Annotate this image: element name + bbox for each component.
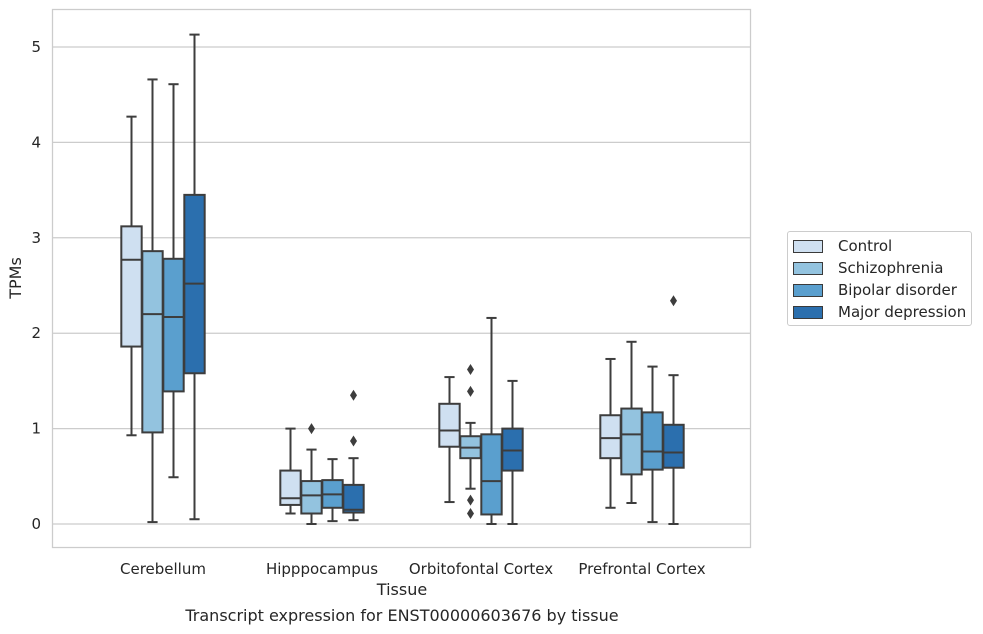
legend-item-control: Control xyxy=(793,236,892,256)
legend-swatch-bipolar-disorder xyxy=(793,283,823,297)
x-tick-label-hipppocampus: Hipppocampus xyxy=(266,560,378,578)
box-bipolar-disorder-orbitofontal-cortex-iqr-box xyxy=(480,433,503,516)
box-schizophrenia-orbitofontal-cortex-outlier-1 xyxy=(467,385,474,397)
legend-label-control: Control xyxy=(838,237,893,255)
y-tick-label-3: 3 xyxy=(31,229,41,247)
box-control-hipppocampus xyxy=(279,427,302,515)
y-tick-label-2: 2 xyxy=(31,324,41,342)
box-schizophrenia-cerebellum-iqr-box xyxy=(141,250,164,434)
series-bipolar-disorder xyxy=(162,83,664,525)
box-schizophrenia-cerebellum xyxy=(141,78,164,524)
legend-swatch-major-depression xyxy=(793,305,823,319)
box-major-depression-prefrontal-cortex-outlier-0 xyxy=(670,295,677,307)
box-schizophrenia-prefrontal-cortex-iqr-box xyxy=(620,407,643,476)
box-schizophrenia-orbitofontal-cortex xyxy=(459,363,482,520)
box-schizophrenia-prefrontal-cortex xyxy=(620,340,643,505)
box-bipolar-disorder-cerebellum xyxy=(162,83,185,479)
box-bipolar-disorder-prefrontal-cortex-iqr-box xyxy=(641,411,664,471)
box-major-depression-prefrontal-cortex-iqr-box xyxy=(662,423,685,469)
box-control-prefrontal-cortex-iqr-box xyxy=(599,414,622,460)
chart-caption: Transcript expression for ENST0000060367… xyxy=(185,606,619,625)
series-control xyxy=(120,115,622,515)
x-tick-label-prefrontal-cortex: Prefrontal Cortex xyxy=(578,560,705,578)
y-tick-label-1: 1 xyxy=(31,420,41,438)
x-axis-title: Tissue xyxy=(376,580,427,599)
box-control-hipppocampus-iqr-box xyxy=(279,469,302,506)
y-tick-label-4: 4 xyxy=(31,133,41,151)
box-control-orbitofontal-cortex xyxy=(438,376,461,504)
y-axis-title: TPMs xyxy=(6,257,25,300)
x-tick-label-cerebellum: Cerebellum xyxy=(120,560,206,578)
series-major-depression xyxy=(183,33,685,525)
box-bipolar-disorder-orbitofontal-cortex xyxy=(480,316,503,525)
legend-item-bipolar-disorder: Bipolar disorder xyxy=(793,280,957,300)
box-major-depression-hipppocampus-outlier-1 xyxy=(350,435,357,447)
legend-swatch-control xyxy=(793,239,823,253)
legend-label-bipolar-disorder: Bipolar disorder xyxy=(838,281,957,299)
legend-label-major-depression: Major depression xyxy=(838,303,967,321)
box-major-depression-hipppocampus-outlier-0 xyxy=(350,389,357,401)
y-tick-label-0: 0 xyxy=(31,515,41,533)
x-tick-label-orbitofontal-cortex: Orbitofontal Cortex xyxy=(409,560,553,578)
box-major-depression-prefrontal-cortex xyxy=(662,295,685,525)
box-schizophrenia-hipppocampus-iqr-box xyxy=(300,480,323,515)
plot-frame xyxy=(51,8,752,549)
box-bipolar-disorder-cerebellum-iqr-box xyxy=(162,257,185,393)
box-major-depression-hipppocampus-iqr-box xyxy=(342,483,365,514)
box-bipolar-disorder-hipppocampus xyxy=(321,458,344,523)
legend-item-major-depression: Major depression xyxy=(793,302,966,322)
legend-item-schizophrenia: Schizophrenia xyxy=(793,258,943,278)
x-tick-labels: Cerebellum Hipppocampus Orbitofontal Corte… xyxy=(120,560,706,578)
box-major-depression-orbitofontal-cortex xyxy=(501,379,524,525)
box-schizophrenia-hipppocampus xyxy=(300,423,323,525)
y-tick-labels: 0 1 2 3 4 5 xyxy=(31,38,41,533)
box-control-prefrontal-cortex xyxy=(599,357,622,509)
box-schizophrenia-orbitofontal-cortex-outlier-2 xyxy=(467,494,474,506)
box-schizophrenia-orbitofontal-cortex-outlier-0 xyxy=(467,363,474,375)
box-major-depression-cerebellum xyxy=(183,33,206,521)
legend-label-schizophrenia: Schizophrenia xyxy=(838,259,944,277)
series-schizophrenia xyxy=(141,78,643,525)
box-control-orbitofontal-cortex-iqr-box xyxy=(438,402,461,448)
box-control-cerebellum-iqr-box xyxy=(120,225,143,348)
legend: Control Schizophrenia Bipolar disorder M… xyxy=(787,231,972,326)
box-control-cerebellum xyxy=(120,115,143,437)
box-bipolar-disorder-prefrontal-cortex xyxy=(641,365,664,524)
y-tick-label-5: 5 xyxy=(31,38,41,56)
box-series xyxy=(120,33,685,525)
box-schizophrenia-orbitofontal-cortex-outlier-3 xyxy=(467,508,474,520)
legend-swatch-schizophrenia xyxy=(793,261,823,275)
box-major-depression-hipppocampus xyxy=(342,389,365,522)
box-schizophrenia-hipppocampus-outlier-0 xyxy=(308,423,315,435)
